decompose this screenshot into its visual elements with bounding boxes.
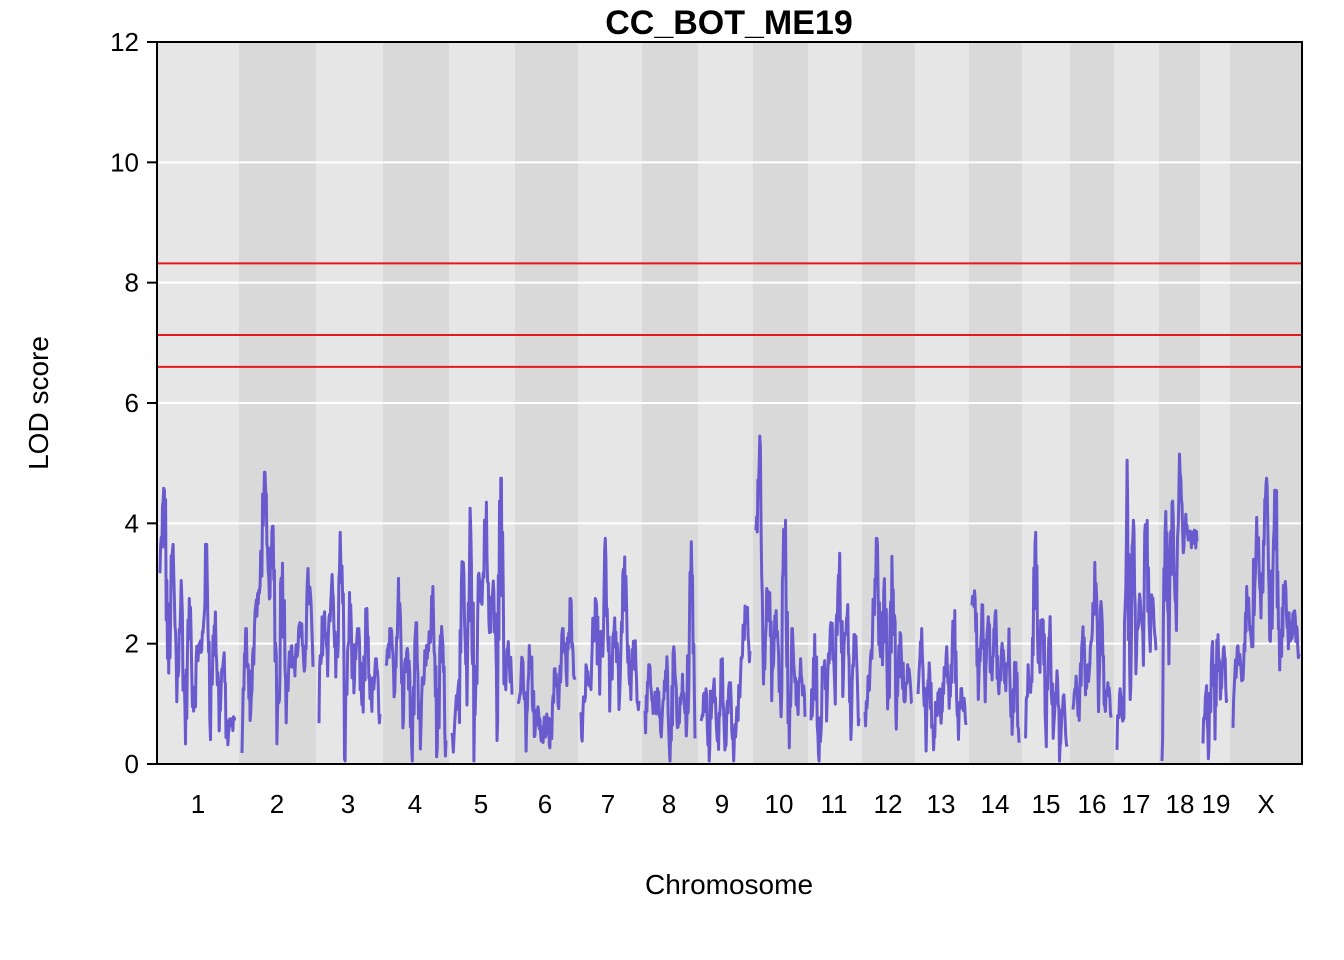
x-axis-label: Chromosome (645, 869, 813, 900)
x-tick-label-19: 19 (1202, 789, 1231, 819)
y-axis-label: LOD score (23, 336, 54, 470)
x-tick-label-14: 14 (981, 789, 1010, 819)
lod-series-chr-8 (643, 540, 697, 763)
lod-series-chr-12 (863, 536, 913, 731)
y-tick-label-6: 6 (125, 388, 139, 418)
lod-series-chr-16 (1071, 560, 1113, 722)
lod-series-chr-X (1231, 476, 1301, 728)
y-tick-label-2: 2 (125, 629, 139, 659)
y-tick-label-10: 10 (110, 147, 139, 177)
x-tick-label-9: 9 (715, 789, 729, 819)
lod-series-chr-18 (1160, 452, 1199, 762)
lod-series-chr-5 (450, 476, 514, 763)
y-tick-label-0: 0 (125, 749, 139, 779)
lod-series-chr-10 (754, 434, 807, 750)
x-tick-label-13: 13 (927, 789, 956, 819)
x-tick-label-18: 18 (1166, 789, 1195, 819)
x-axis: 1 2 3 4 5 6 7 8 9 10 11 12 13 14 15 16 17 18 19 X (191, 789, 1275, 819)
lod-series-chr-1 (158, 486, 237, 747)
lod-series-chr-17 (1115, 458, 1158, 750)
x-tick-label-6: 6 (538, 789, 552, 819)
lod-series-chr-6 (516, 597, 577, 753)
x-tick-label-16: 16 (1078, 789, 1107, 819)
y-tick-label-4: 4 (125, 508, 139, 538)
x-tick-label-3: 3 (341, 789, 355, 819)
x-tick-label-17: 17 (1122, 789, 1151, 819)
lod-series-chr-15 (1023, 530, 1069, 763)
lod-series-chr-9 (699, 604, 752, 763)
y-tick-label-12: 12 (110, 27, 139, 57)
lod-series-chr-4 (384, 576, 448, 763)
x-tick-label-X: X (1257, 789, 1274, 819)
x-tick-label-5: 5 (474, 789, 488, 819)
x-tick-label-15: 15 (1032, 789, 1061, 819)
chart-title: CC_BOT_ME19 (605, 4, 853, 42)
lod-series-chr-14 (970, 589, 1021, 743)
lod-series-chr-2 (240, 470, 315, 754)
x-tick-label-11: 11 (821, 789, 848, 819)
threshold-lines (157, 262, 1302, 368)
x-tick-label-7: 7 (601, 789, 615, 819)
lod-series-chr-11 (809, 551, 861, 763)
x-tick-label-1: 1 (191, 789, 205, 819)
lod-series-chr-3 (317, 530, 382, 763)
x-tick-label-8: 8 (662, 789, 676, 819)
lod-series-chr-7 (579, 536, 641, 743)
y-axis: 0 2 4 6 8 10 12 (110, 27, 157, 779)
x-tick-label-2: 2 (270, 789, 284, 819)
y-tick-label-8: 8 (125, 268, 139, 298)
x-tick-label-4: 4 (408, 789, 422, 819)
lod-curve (158, 434, 1301, 763)
lod-series-chr-13 (916, 609, 968, 753)
x-tick-label-10: 10 (765, 789, 794, 819)
lod-series-chr-19 (1201, 633, 1229, 761)
x-tick-label-12: 12 (874, 789, 903, 819)
